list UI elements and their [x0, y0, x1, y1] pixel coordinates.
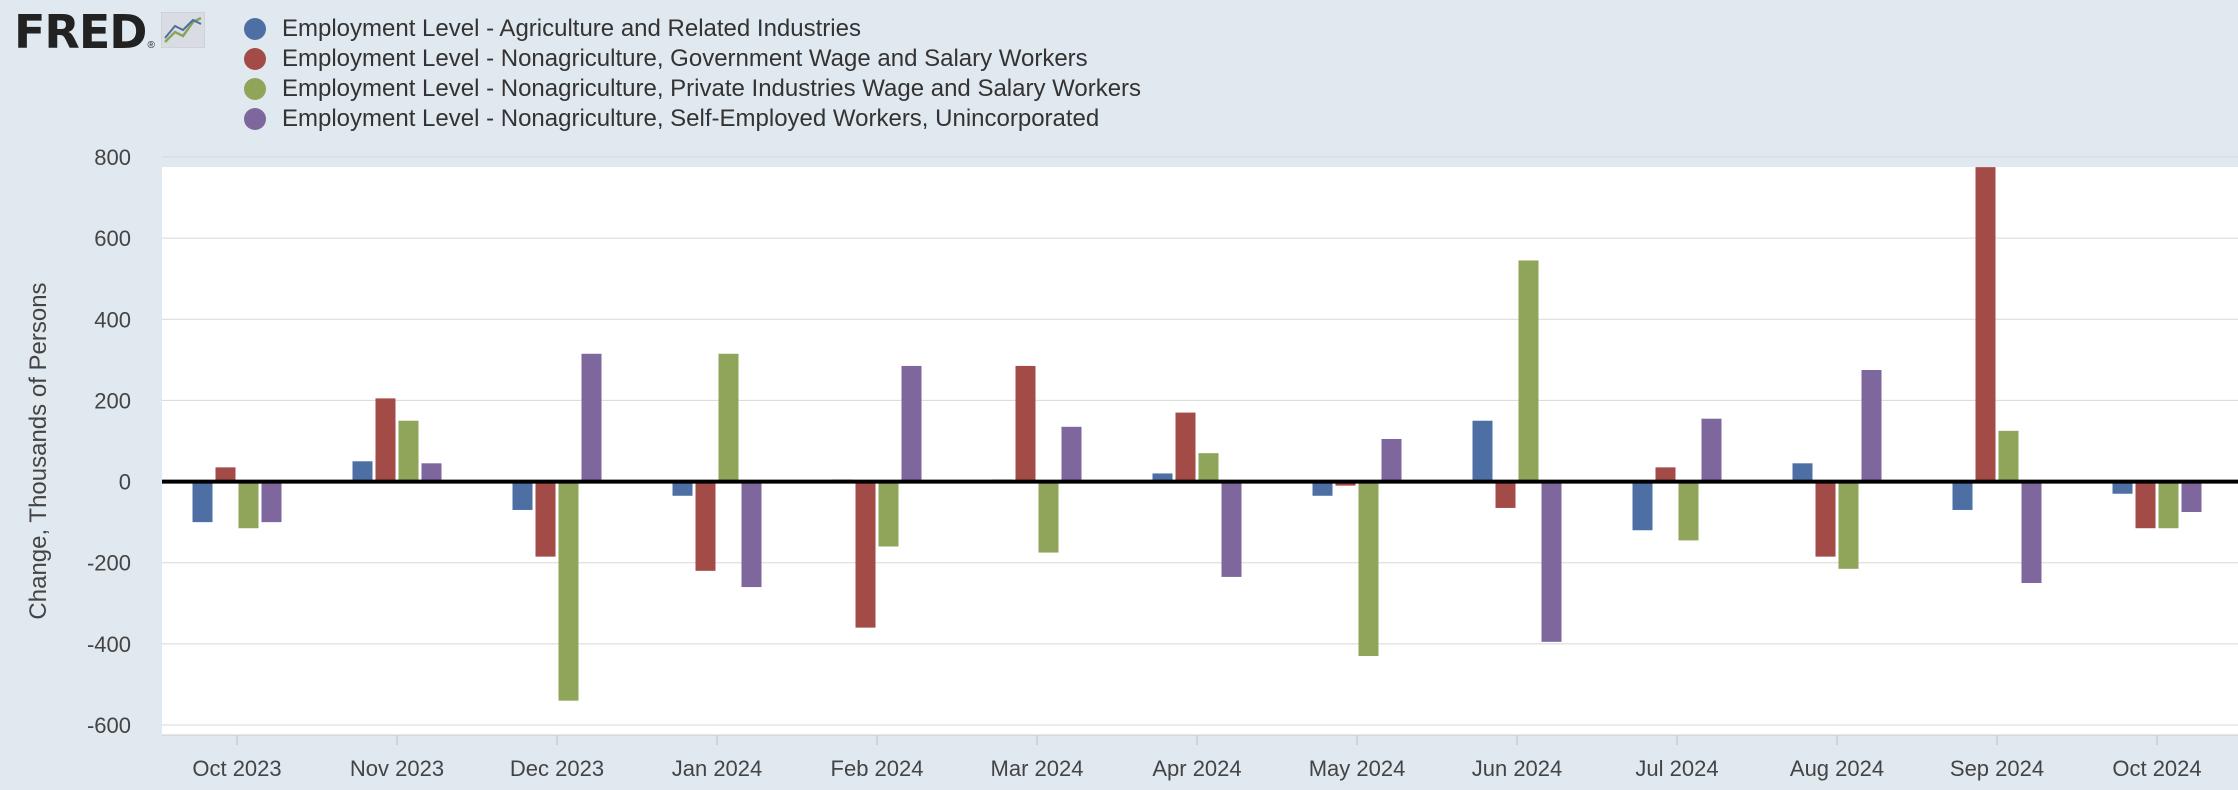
bar[interactable] [375, 398, 396, 482]
bar[interactable] [1975, 167, 1996, 482]
legend-marker-government [244, 48, 266, 70]
bar[interactable] [352, 461, 373, 482]
legend-label: Employment Level - Nonagriculture, Priva… [282, 75, 1142, 102]
bar[interactable] [1655, 467, 1676, 482]
bar[interactable] [1792, 463, 1813, 482]
x-tick-label: Aug 2024 [1790, 756, 1884, 781]
x-tick-label: Dec 2023 [510, 756, 604, 781]
bar[interactable] [2021, 481, 2042, 583]
x-tick-label: Apr 2024 [1152, 756, 1241, 781]
x-tick-label: Sep 2024 [1950, 756, 2044, 781]
logo-registered-mark: ® [147, 40, 155, 51]
y-tick-label: -400 [87, 632, 131, 657]
bar[interactable] [215, 467, 236, 482]
x-tick-label: Jul 2024 [1635, 756, 1718, 781]
bar[interactable] [2112, 481, 2133, 494]
x-tick-label: Oct 2024 [2112, 756, 2201, 781]
bar[interactable] [1198, 453, 1219, 482]
fred-logo[interactable]: FRED ® [14, 6, 205, 58]
bar[interactable] [1335, 481, 1356, 486]
bar[interactable] [855, 481, 876, 628]
x-tick-label: Oct 2023 [192, 756, 281, 781]
y-tick-label: -200 [87, 551, 131, 576]
y-tick-label: 800 [94, 145, 131, 170]
bar[interactable] [741, 481, 762, 588]
x-tick-label: Mar 2024 [991, 756, 1084, 781]
gridlines [162, 156, 2238, 726]
bar[interactable] [421, 463, 442, 482]
bar[interactable] [695, 481, 716, 571]
bar[interactable] [1861, 370, 1882, 482]
bar[interactable] [1175, 412, 1196, 482]
legend-item-self-employed[interactable]: Employment Level - Nonagriculture, Self-… [244, 104, 1141, 134]
y-tick-label: 200 [94, 388, 131, 413]
bar[interactable] [1518, 260, 1539, 482]
legend-marker-private [244, 78, 266, 100]
bar[interactable] [1541, 481, 1562, 642]
legend-marker-agriculture [244, 18, 266, 40]
y-tick-label: 0 [119, 470, 131, 495]
chart-legend: Employment Level - Agriculture and Relat… [244, 14, 1141, 134]
bar[interactable] [1495, 481, 1516, 508]
bar[interactable] [1015, 365, 1036, 482]
bar[interactable] [1358, 481, 1379, 657]
legend-label: Employment Level - Nonagriculture, Gover… [282, 45, 1088, 72]
y-tick-label: 400 [94, 307, 131, 332]
bar[interactable] [1632, 481, 1653, 531]
bar[interactable] [2158, 481, 2179, 529]
bar[interactable] [1952, 481, 1973, 510]
bar[interactable] [672, 481, 693, 496]
bar[interactable] [1815, 481, 1836, 557]
bar[interactable] [1472, 420, 1493, 482]
y-tick-label: -600 [87, 713, 131, 738]
x-tick-label: May 2024 [1309, 756, 1406, 781]
bar[interactable] [1152, 473, 1173, 482]
bar[interactable] [558, 481, 579, 701]
bar[interactable] [1381, 438, 1402, 482]
bar[interactable] [261, 481, 282, 523]
legend-label: Employment Level - Agriculture and Relat… [282, 15, 861, 42]
bars [192, 167, 2202, 701]
legend-marker-self-employed [244, 108, 266, 130]
bar[interactable] [512, 481, 533, 510]
bar[interactable] [1838, 481, 1859, 569]
logo-text: FRED [14, 5, 147, 59]
legend-item-private[interactable]: Employment Level - Nonagriculture, Priva… [244, 74, 1141, 104]
bar[interactable] [192, 481, 213, 523]
axes: -600 -400 -200 0 200 400 600 800 Oct 2023 Nov 202… [87, 145, 2238, 781]
x-tick-label: Jun 2024 [1472, 756, 1563, 781]
bar[interactable] [238, 481, 259, 529]
plot-area [162, 167, 2238, 735]
x-tick-label: Jan 2024 [672, 756, 763, 781]
bar[interactable] [581, 353, 602, 482]
x-tick-label: Nov 2023 [350, 756, 444, 781]
legend-item-agriculture[interactable]: Employment Level - Agriculture and Relat… [244, 14, 1141, 44]
legend-item-government[interactable]: Employment Level - Nonagriculture, Gover… [244, 44, 1141, 74]
bar[interactable] [2181, 481, 2202, 512]
y-tick-label: 600 [94, 226, 131, 251]
bar[interactable] [535, 481, 556, 557]
bar[interactable] [878, 481, 899, 547]
bar[interactable] [1312, 481, 1333, 496]
line-graph-icon [160, 12, 205, 48]
bar[interactable] [398, 420, 419, 482]
bar[interactable] [901, 365, 922, 482]
bar[interactable] [1701, 418, 1722, 482]
bar[interactable] [1678, 481, 1699, 541]
x-tick-label: Feb 2024 [831, 756, 924, 781]
bar[interactable] [1221, 481, 1242, 577]
bar[interactable] [1061, 426, 1082, 482]
bar[interactable] [2135, 481, 2156, 529]
bar[interactable] [1998, 430, 2019, 482]
bar[interactable] [1038, 481, 1059, 553]
legend-label: Employment Level - Nonagriculture, Self-… [282, 105, 1100, 132]
y-axis-label: Change, Thousands of Persons [25, 282, 52, 619]
bar[interactable] [718, 353, 739, 482]
